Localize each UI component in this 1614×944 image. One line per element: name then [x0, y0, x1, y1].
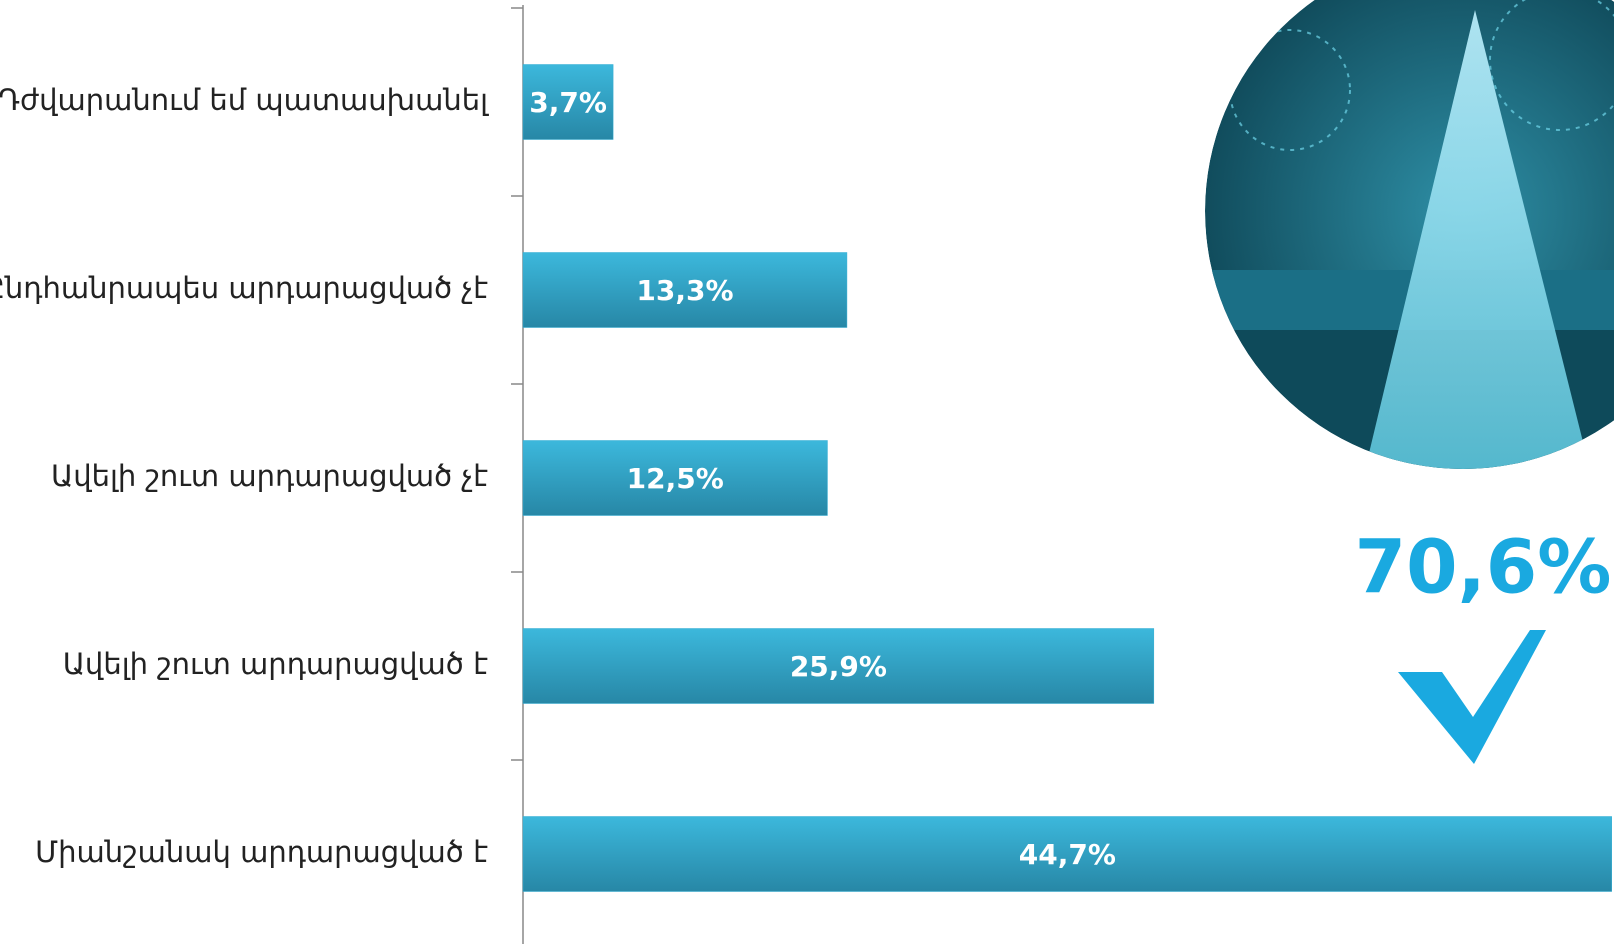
data-label: 3,7%	[529, 86, 607, 119]
bar	[522, 252, 848, 328]
y-tick-label: Ընդհանրապես արդարացված չէ	[0, 271, 488, 305]
data-label: 12,5%	[627, 462, 724, 495]
annotation: 70,6%	[1355, 525, 1612, 611]
y-tick-label: Ավելի շուտ արդարացված է	[63, 647, 488, 681]
y-tick-label: Միանշանակ արդարացված է	[35, 835, 488, 869]
y-tick-label: Դժվարանում եմ պատասխանել	[0, 83, 489, 117]
data-label: 44,7%	[1019, 838, 1116, 871]
bar	[522, 816, 1612, 892]
bar	[522, 64, 614, 140]
photo	[1205, 0, 1614, 469]
y-tick-label: Ավելի շուտ արդարացված չէ	[51, 459, 488, 493]
data-label: 13,3%	[636, 274, 733, 307]
data-label: 25,9%	[790, 650, 887, 683]
bar	[522, 628, 1155, 704]
checkmark	[1398, 630, 1546, 764]
bar	[522, 440, 828, 516]
